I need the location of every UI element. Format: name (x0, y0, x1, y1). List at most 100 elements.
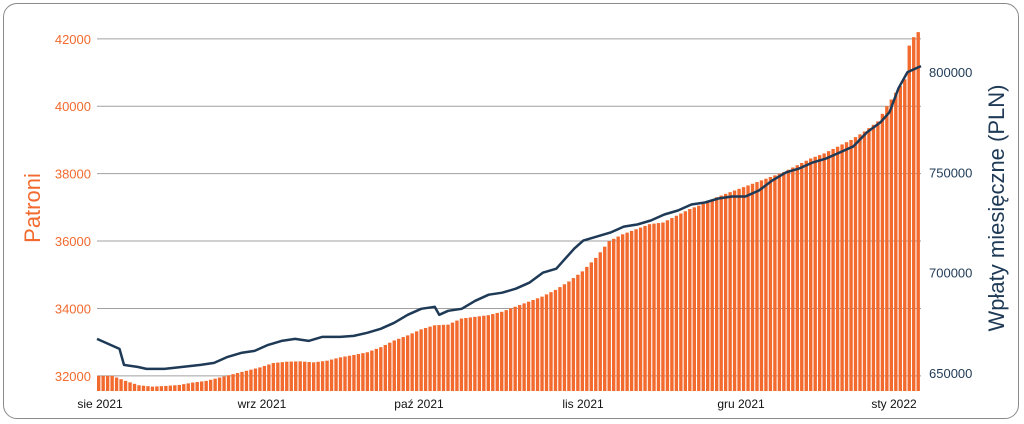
bar-78 (446, 324, 450, 391)
bar-47 (307, 362, 311, 391)
bar-69 (406, 335, 410, 391)
bar-88 (491, 314, 495, 391)
bar-121 (638, 227, 643, 391)
bar-37 (262, 365, 267, 391)
bar-65 (388, 342, 392, 391)
bar-148 (759, 180, 764, 391)
bar-81 (459, 318, 464, 391)
bar-84 (473, 316, 477, 391)
bar-87 (486, 315, 490, 391)
bar-80 (455, 320, 459, 391)
bar-123 (647, 224, 652, 391)
bar-149 (764, 178, 768, 391)
bar-170 (858, 134, 862, 391)
bar-154 (786, 169, 791, 391)
bar-40 (276, 362, 280, 391)
bar-152 (777, 173, 782, 391)
bar-59 (361, 353, 365, 391)
bar-159 (809, 158, 813, 391)
bar-56 (347, 355, 352, 391)
bar-131 (683, 211, 688, 391)
bar-178 (894, 92, 898, 391)
bar-25 (208, 379, 213, 391)
left-tick-4: 40000 (55, 99, 91, 114)
bar-19 (182, 384, 186, 391)
bar-181 (907, 45, 911, 391)
x-tick-3: lis 2021 (562, 397, 604, 411)
bar-118 (625, 232, 629, 391)
bar-128 (670, 218, 674, 391)
bar-166 (840, 144, 844, 391)
bar-83 (468, 317, 473, 391)
bar-164 (831, 148, 835, 391)
x-tick-4: gru 2021 (717, 397, 765, 411)
bar-146 (750, 183, 755, 391)
bar-15 (164, 385, 168, 391)
bar-71 (414, 331, 419, 391)
bar-106 (571, 278, 576, 391)
x-tick-2: paź 2021 (394, 397, 444, 411)
x-tick-5: sty 2022 (871, 397, 917, 411)
bar-175 (880, 113, 885, 391)
x-axis-ticks: sie 2021 wrz 2021 paź 2021 lis 2021 gru 2021… (77, 397, 917, 411)
bar-57 (352, 354, 356, 391)
bar-150 (768, 177, 773, 391)
bar-90 (500, 311, 504, 391)
bar-114 (607, 241, 611, 391)
bar-174 (876, 121, 880, 392)
bar-3 (110, 375, 114, 391)
bar-102 (553, 289, 558, 391)
bar-21 (191, 382, 195, 391)
x-tick-1: wrz 2021 (237, 397, 287, 411)
left-tick-1: 34000 (55, 301, 91, 316)
bar-76 (437, 325, 441, 391)
bar-168 (849, 139, 853, 391)
bar-7 (128, 382, 132, 391)
bar-0 (97, 375, 101, 391)
bar-113 (603, 246, 607, 391)
bar-140 (723, 193, 728, 391)
bar-43 (289, 361, 293, 391)
bar-167 (844, 142, 849, 391)
bar-138 (715, 197, 719, 391)
bar-124 (652, 223, 656, 391)
bar-33 (244, 370, 249, 391)
bar-143 (737, 188, 741, 391)
bar-82 (464, 317, 468, 391)
bar-160 (813, 156, 817, 391)
bar-61 (370, 350, 374, 391)
bar-39 (271, 363, 276, 391)
bar-73 (423, 327, 428, 391)
bar-30 (231, 374, 235, 391)
bar-104 (562, 284, 567, 391)
bar-89 (495, 312, 499, 391)
bar-5 (119, 379, 123, 391)
bar-92 (509, 308, 513, 391)
bar-31 (235, 373, 240, 391)
bar-36 (258, 367, 262, 391)
right-axis-label: Wpłaty miesięczne (PLN) (984, 85, 1009, 332)
bar-169 (853, 137, 858, 391)
bar-108 (580, 271, 585, 391)
right-tick-2: 750000 (929, 165, 972, 180)
bar-116 (616, 236, 620, 391)
bar-54 (338, 357, 343, 391)
bar-109 (585, 266, 589, 391)
bar-126 (661, 222, 665, 391)
bar-122 (643, 225, 647, 391)
left-tick-5: 42000 (55, 32, 91, 47)
bar-158 (804, 160, 808, 391)
bar-133 (692, 207, 696, 391)
bar-4 (114, 377, 119, 391)
bar-110 (589, 262, 593, 391)
left-tick-3: 38000 (55, 167, 91, 182)
bar-50 (320, 361, 325, 391)
bar-11 (146, 386, 150, 391)
bar-91 (504, 310, 508, 391)
bar-67 (397, 338, 401, 391)
bar-42 (285, 361, 289, 391)
right-tick-0: 650000 (929, 366, 972, 381)
bar-111 (594, 257, 598, 391)
bar-177 (889, 99, 894, 392)
